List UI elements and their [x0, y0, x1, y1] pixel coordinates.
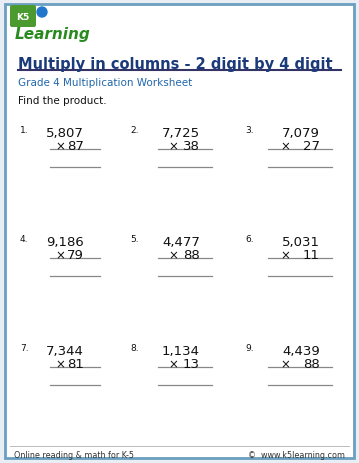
Text: 1,134: 1,134 [162, 344, 200, 357]
Text: 9,186: 9,186 [46, 236, 84, 249]
Text: 7,725: 7,725 [162, 127, 200, 140]
Text: 3.: 3. [245, 126, 253, 135]
Text: K5: K5 [17, 13, 30, 21]
Text: Find the product.: Find the product. [18, 96, 107, 106]
Text: 88: 88 [183, 249, 200, 262]
Text: ×: × [280, 140, 290, 153]
FancyBboxPatch shape [10, 6, 36, 28]
Text: 4,477: 4,477 [162, 236, 200, 249]
Text: 13: 13 [183, 357, 200, 370]
Text: ×: × [280, 249, 290, 262]
Text: 88: 88 [303, 357, 320, 370]
Text: ©  www.k5learning.com: © www.k5learning.com [248, 450, 345, 459]
Text: 81: 81 [67, 357, 84, 370]
Text: ×: × [55, 357, 65, 370]
Text: 7,344: 7,344 [46, 344, 84, 357]
Text: 27: 27 [303, 140, 320, 153]
Text: 7.: 7. [20, 343, 29, 352]
Text: 5.: 5. [130, 234, 139, 244]
Circle shape [37, 8, 47, 18]
Text: ×: × [168, 140, 178, 153]
Text: 1.: 1. [20, 126, 29, 135]
Text: ×: × [280, 357, 290, 370]
Text: Online reading & math for K-5: Online reading & math for K-5 [14, 450, 134, 459]
Text: 87: 87 [67, 140, 84, 153]
Text: Grade 4 Multiplication Worksheet: Grade 4 Multiplication Worksheet [18, 78, 192, 88]
Text: 8.: 8. [130, 343, 139, 352]
Text: ×: × [168, 357, 178, 370]
Text: 6.: 6. [245, 234, 253, 244]
Text: 5,807: 5,807 [46, 127, 84, 140]
Text: 4,439: 4,439 [282, 344, 320, 357]
Text: ×: × [168, 249, 178, 262]
Text: 9.: 9. [245, 343, 253, 352]
Text: 11: 11 [303, 249, 320, 262]
Text: 38: 38 [183, 140, 200, 153]
Text: 4.: 4. [20, 234, 28, 244]
Text: 5,031: 5,031 [282, 236, 320, 249]
Text: Multiply in columns - 2 digit by 4 digit: Multiply in columns - 2 digit by 4 digit [18, 56, 333, 71]
Text: 2.: 2. [130, 126, 139, 135]
Text: Learning: Learning [15, 26, 91, 41]
FancyBboxPatch shape [5, 5, 354, 458]
Text: 79: 79 [67, 249, 84, 262]
Text: 7,079: 7,079 [282, 127, 320, 140]
Text: ×: × [55, 249, 65, 262]
Text: ×: × [55, 140, 65, 153]
